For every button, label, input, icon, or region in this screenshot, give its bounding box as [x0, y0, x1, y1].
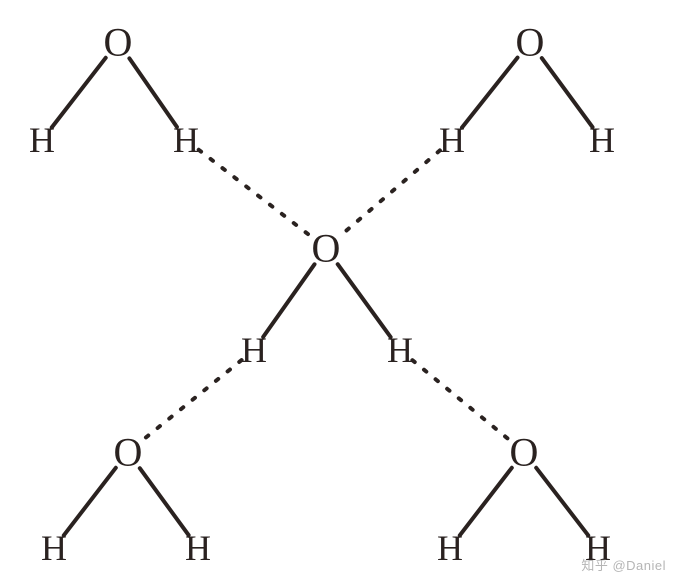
hydrogen-atom-label: H — [439, 120, 465, 160]
hydrogen-atom-label: H — [29, 120, 55, 160]
covalent-bond — [460, 468, 512, 536]
hydrogen-atom-label: H — [589, 120, 615, 160]
hydrogen-atom-label: H — [41, 528, 67, 568]
oxygen-atom-label: O — [510, 430, 539, 475]
covalent-bond — [542, 58, 593, 127]
covalent-bond — [263, 264, 314, 337]
oxygen-atom-label: O — [516, 20, 545, 65]
oxygen-atom-label: O — [312, 226, 341, 271]
covalent-bond — [52, 58, 106, 128]
hydrogen-atom-label: H — [185, 528, 211, 568]
hydrogen-atom-label: H — [585, 528, 611, 568]
covalent-bond — [140, 468, 189, 535]
covalent-bond — [536, 468, 588, 536]
covalent-bond — [338, 264, 391, 337]
hydrogen-bond — [341, 150, 440, 235]
covalent-bond — [129, 58, 177, 127]
hydrogen-atom-label: H — [437, 528, 463, 568]
hydrogen-bond — [199, 150, 311, 236]
hydrogen-bond — [412, 360, 508, 439]
hydrogen-atom-label: H — [173, 120, 199, 160]
covalent-bond — [64, 468, 116, 536]
hydrogen-bond-diagram: O H H O H H O H H O H H O H H — [0, 0, 674, 578]
hydrogen-atom-label: H — [241, 330, 267, 370]
hydrogen-bond — [144, 360, 242, 439]
oxygen-atom-label: O — [114, 430, 143, 475]
covalent-bond — [462, 58, 518, 128]
hydrogen-atom-label: H — [387, 330, 413, 370]
oxygen-atom-label: O — [104, 20, 133, 65]
atoms-layer: O H H O H H O H H O H H O H H — [29, 20, 615, 569]
